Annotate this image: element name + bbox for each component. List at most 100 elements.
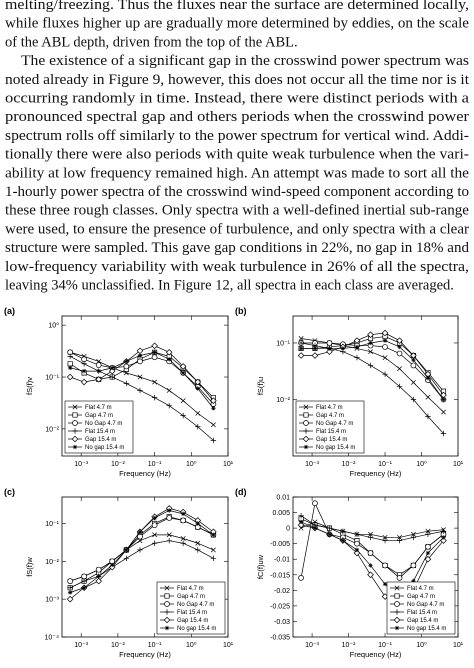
data-point	[396, 575, 403, 581]
data-point	[110, 562, 115, 568]
data-point	[81, 361, 87, 367]
data-point	[441, 409, 446, 415]
data-point	[137, 374, 143, 380]
data-point	[67, 353, 73, 360]
y-tick-label: -0.035	[270, 635, 290, 642]
data-point	[354, 540, 360, 547]
data-point	[397, 344, 402, 350]
legend-label: Flat 15.4 m	[407, 610, 437, 616]
data-point	[137, 358, 143, 365]
legend-marker	[72, 428, 78, 434]
y-tick-label: 10⁻⁴	[45, 635, 60, 642]
legend-marker	[164, 593, 170, 599]
data-point	[381, 329, 389, 337]
data-point	[179, 363, 187, 370]
legend-marker	[303, 412, 309, 418]
chart-panel: 10⁻³ 10⁻² 10⁻¹ 10⁰ 10¹ 0.01 0.005 0 -0.005 -0.01 -…	[235, 487, 464, 659]
data-point	[67, 578, 73, 584]
x-tick-label: 10¹	[223, 461, 234, 468]
legend-label: Flat 4.7 m	[177, 586, 204, 592]
x-tick-label: 10⁻¹	[378, 461, 392, 468]
data-point	[96, 368, 101, 374]
data-point	[382, 371, 388, 377]
legend-label: No gap 15.4 m	[407, 626, 446, 632]
legend-label: Gap 15.4 m	[85, 437, 116, 443]
data-point	[81, 368, 87, 374]
data-point	[210, 437, 217, 444]
data-point	[396, 337, 403, 344]
data-point	[340, 538, 346, 543]
legend-marker	[303, 428, 309, 434]
data-point	[440, 528, 447, 534]
panel-label: (c)	[4, 487, 15, 497]
data-point	[354, 354, 360, 361]
legend-marker	[302, 435, 310, 443]
data-point	[367, 534, 374, 541]
legend-label: Flat 4.7 m	[407, 586, 434, 592]
y-tick-label: -0.03	[274, 619, 290, 626]
x-axis-label: Frequency (Hz)	[119, 469, 171, 478]
panel-label: (d)	[235, 487, 247, 497]
x-tick-label: 10⁻²	[342, 642, 356, 649]
data-point	[166, 402, 172, 409]
x-tick-label: 10⁻²	[111, 642, 125, 649]
data-point	[298, 346, 304, 351]
data-point	[166, 388, 172, 393]
legend-box	[386, 581, 456, 635]
x-tick-label: 10⁰	[186, 460, 197, 468]
x-tick-label: 10⁻¹	[148, 461, 162, 468]
y-tick-label: -0.025	[270, 603, 290, 610]
data-point	[410, 534, 417, 541]
legend-label: No gap 15.4 m	[85, 445, 124, 451]
data-point	[441, 397, 446, 402]
data-point	[137, 538, 143, 544]
legend-label: No Gap 4.7 m	[177, 602, 214, 608]
data-point	[166, 538, 172, 544]
legend-marker	[72, 404, 78, 410]
data-point	[210, 547, 216, 553]
data-point	[368, 349, 373, 355]
data-point	[81, 585, 87, 590]
data-point	[382, 581, 388, 587]
legend-marker	[164, 601, 170, 607]
y-axis-label: fS(f)w	[25, 557, 34, 577]
data-point	[81, 356, 87, 363]
legend-marker	[394, 601, 400, 607]
data-point	[326, 348, 333, 356]
data-point	[410, 380, 416, 385]
data-point	[166, 532, 172, 538]
x-axis-label: Frequency (Hz)	[119, 650, 171, 659]
x-tick-label: 10¹	[223, 642, 234, 649]
data-point	[354, 547, 360, 553]
data-point	[298, 575, 304, 581]
x-tick-label: 10⁰	[416, 460, 427, 468]
data-point	[327, 532, 332, 537]
legend-label: Gap 15.4 m	[316, 437, 347, 443]
data-point	[66, 595, 74, 603]
text-line: melting/freezing. Thus the fluxes near t…	[5, 0, 469, 13]
legend-box	[64, 400, 134, 454]
data-point	[382, 338, 388, 343]
text-line: 1-hourly power spectra of the crosswind …	[5, 184, 469, 200]
data-point	[195, 547, 201, 553]
data-point	[410, 362, 417, 369]
data-point	[367, 362, 374, 369]
data-point	[411, 578, 416, 584]
data-point	[425, 531, 431, 538]
legend-marker	[394, 625, 400, 631]
y-tick-label: 10⁻²	[276, 397, 290, 404]
data-point	[124, 359, 129, 364]
data-point	[95, 362, 102, 368]
data-point	[195, 410, 201, 416]
legend-marker	[71, 435, 79, 443]
y-tick-label: 10⁻²	[45, 559, 59, 566]
data-point	[67, 361, 73, 367]
data-point	[152, 350, 157, 355]
data-point	[180, 511, 186, 516]
data-point	[340, 346, 346, 351]
data-point	[312, 346, 318, 351]
data-point	[195, 424, 201, 430]
x-tick-label: 10¹	[453, 461, 464, 468]
data-point	[440, 430, 447, 437]
